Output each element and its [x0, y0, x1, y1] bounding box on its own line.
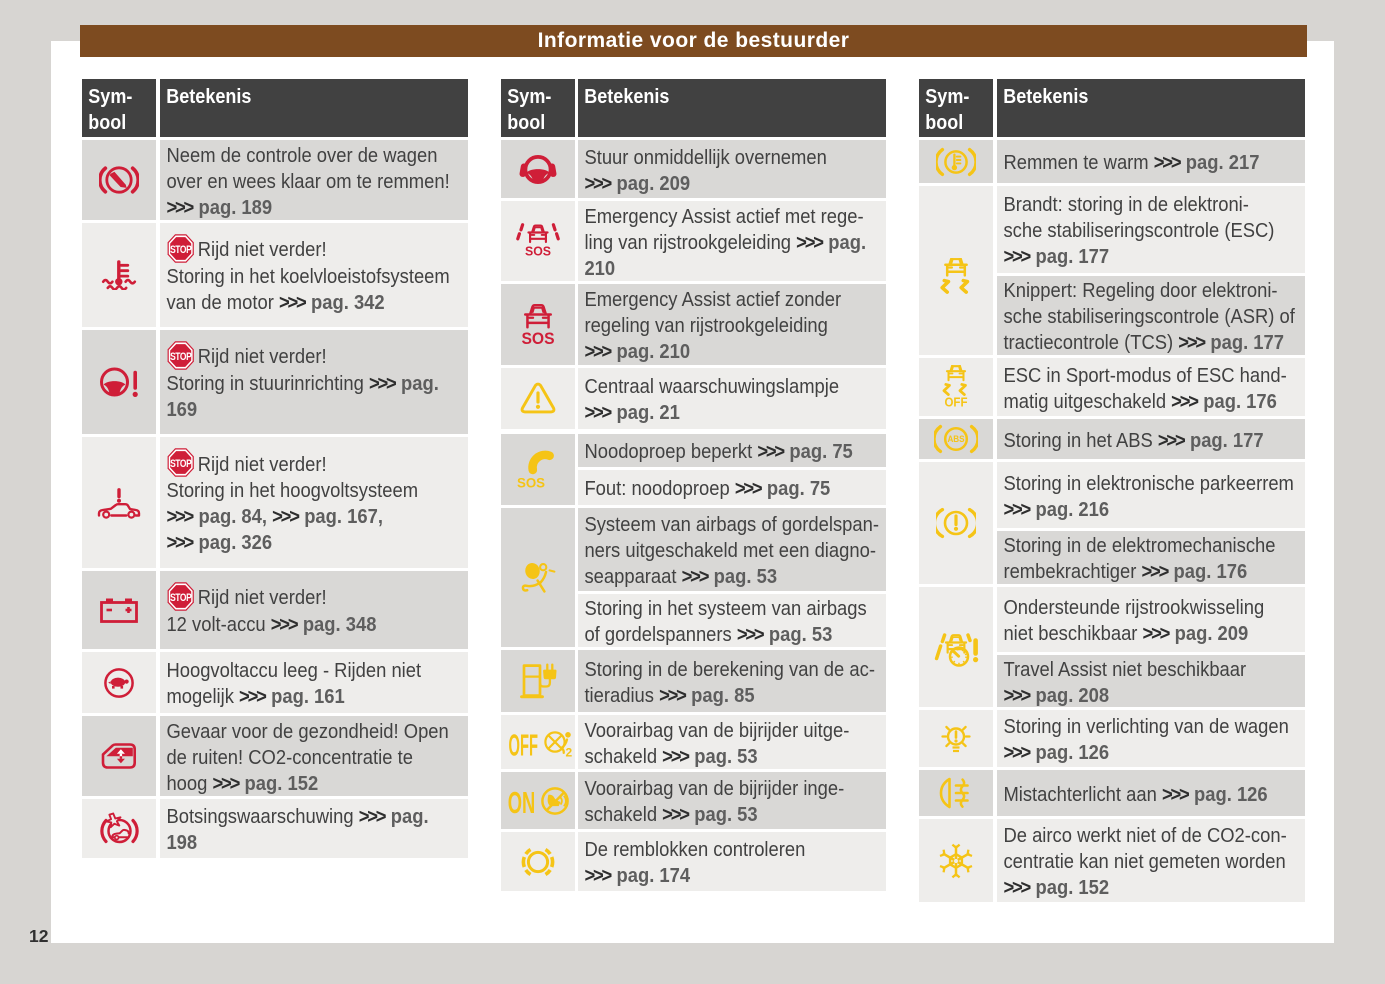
svg-text:ABS: ABS — [947, 434, 964, 445]
svg-text:STOP: STOP — [170, 351, 192, 363]
svg-text:STOP: STOP — [170, 592, 192, 604]
svg-text:SOS: SOS — [521, 329, 554, 346]
svg-text:OFF: OFF — [508, 727, 538, 762]
svg-text:ON: ON — [507, 786, 535, 816]
svg-text:2: 2 — [565, 746, 572, 760]
svg-text:STOP: STOP — [170, 458, 192, 470]
svg-text:OFF: OFF — [945, 395, 968, 409]
svg-text:SOS: SOS — [516, 475, 544, 490]
svg-text:SOS: SOS — [524, 244, 550, 258]
svg-text:STOP: STOP — [170, 244, 192, 256]
